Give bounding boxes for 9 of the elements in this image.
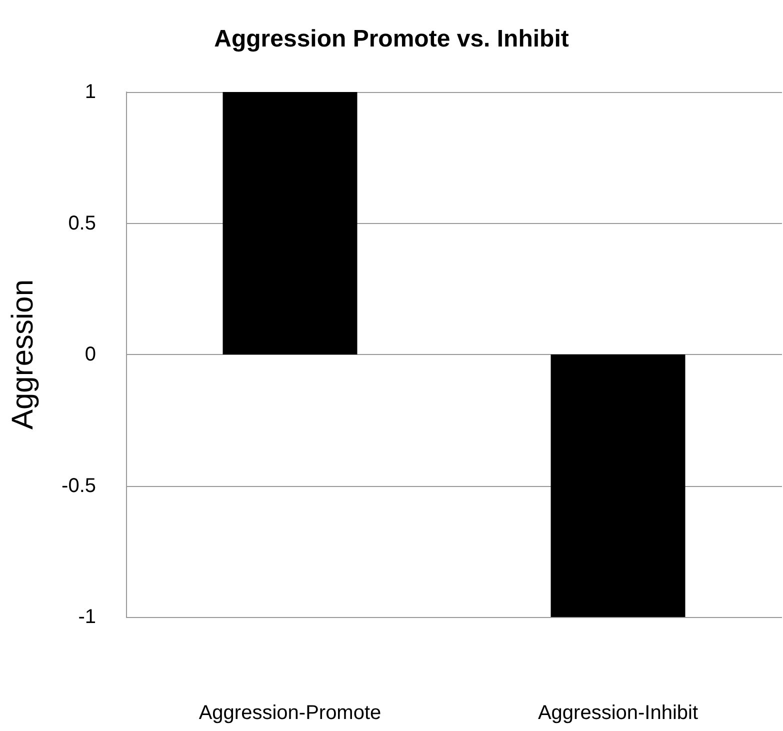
y-tick-label: 0 <box>84 344 96 366</box>
y-tick-label: 0.5 <box>68 212 96 234</box>
chart-title: Aggression Promote vs. Inhibit <box>214 26 569 52</box>
y-tick-label: -0.5 <box>62 474 96 497</box>
x-tick-label: Aggression-Promote <box>198 702 382 724</box>
x-tick-label: Aggression-Inhibit <box>538 702 698 724</box>
y-tick-label: 1 <box>84 81 96 103</box>
y-tick-label: -1 <box>78 606 96 628</box>
y-axis-title: Aggression <box>6 279 40 430</box>
